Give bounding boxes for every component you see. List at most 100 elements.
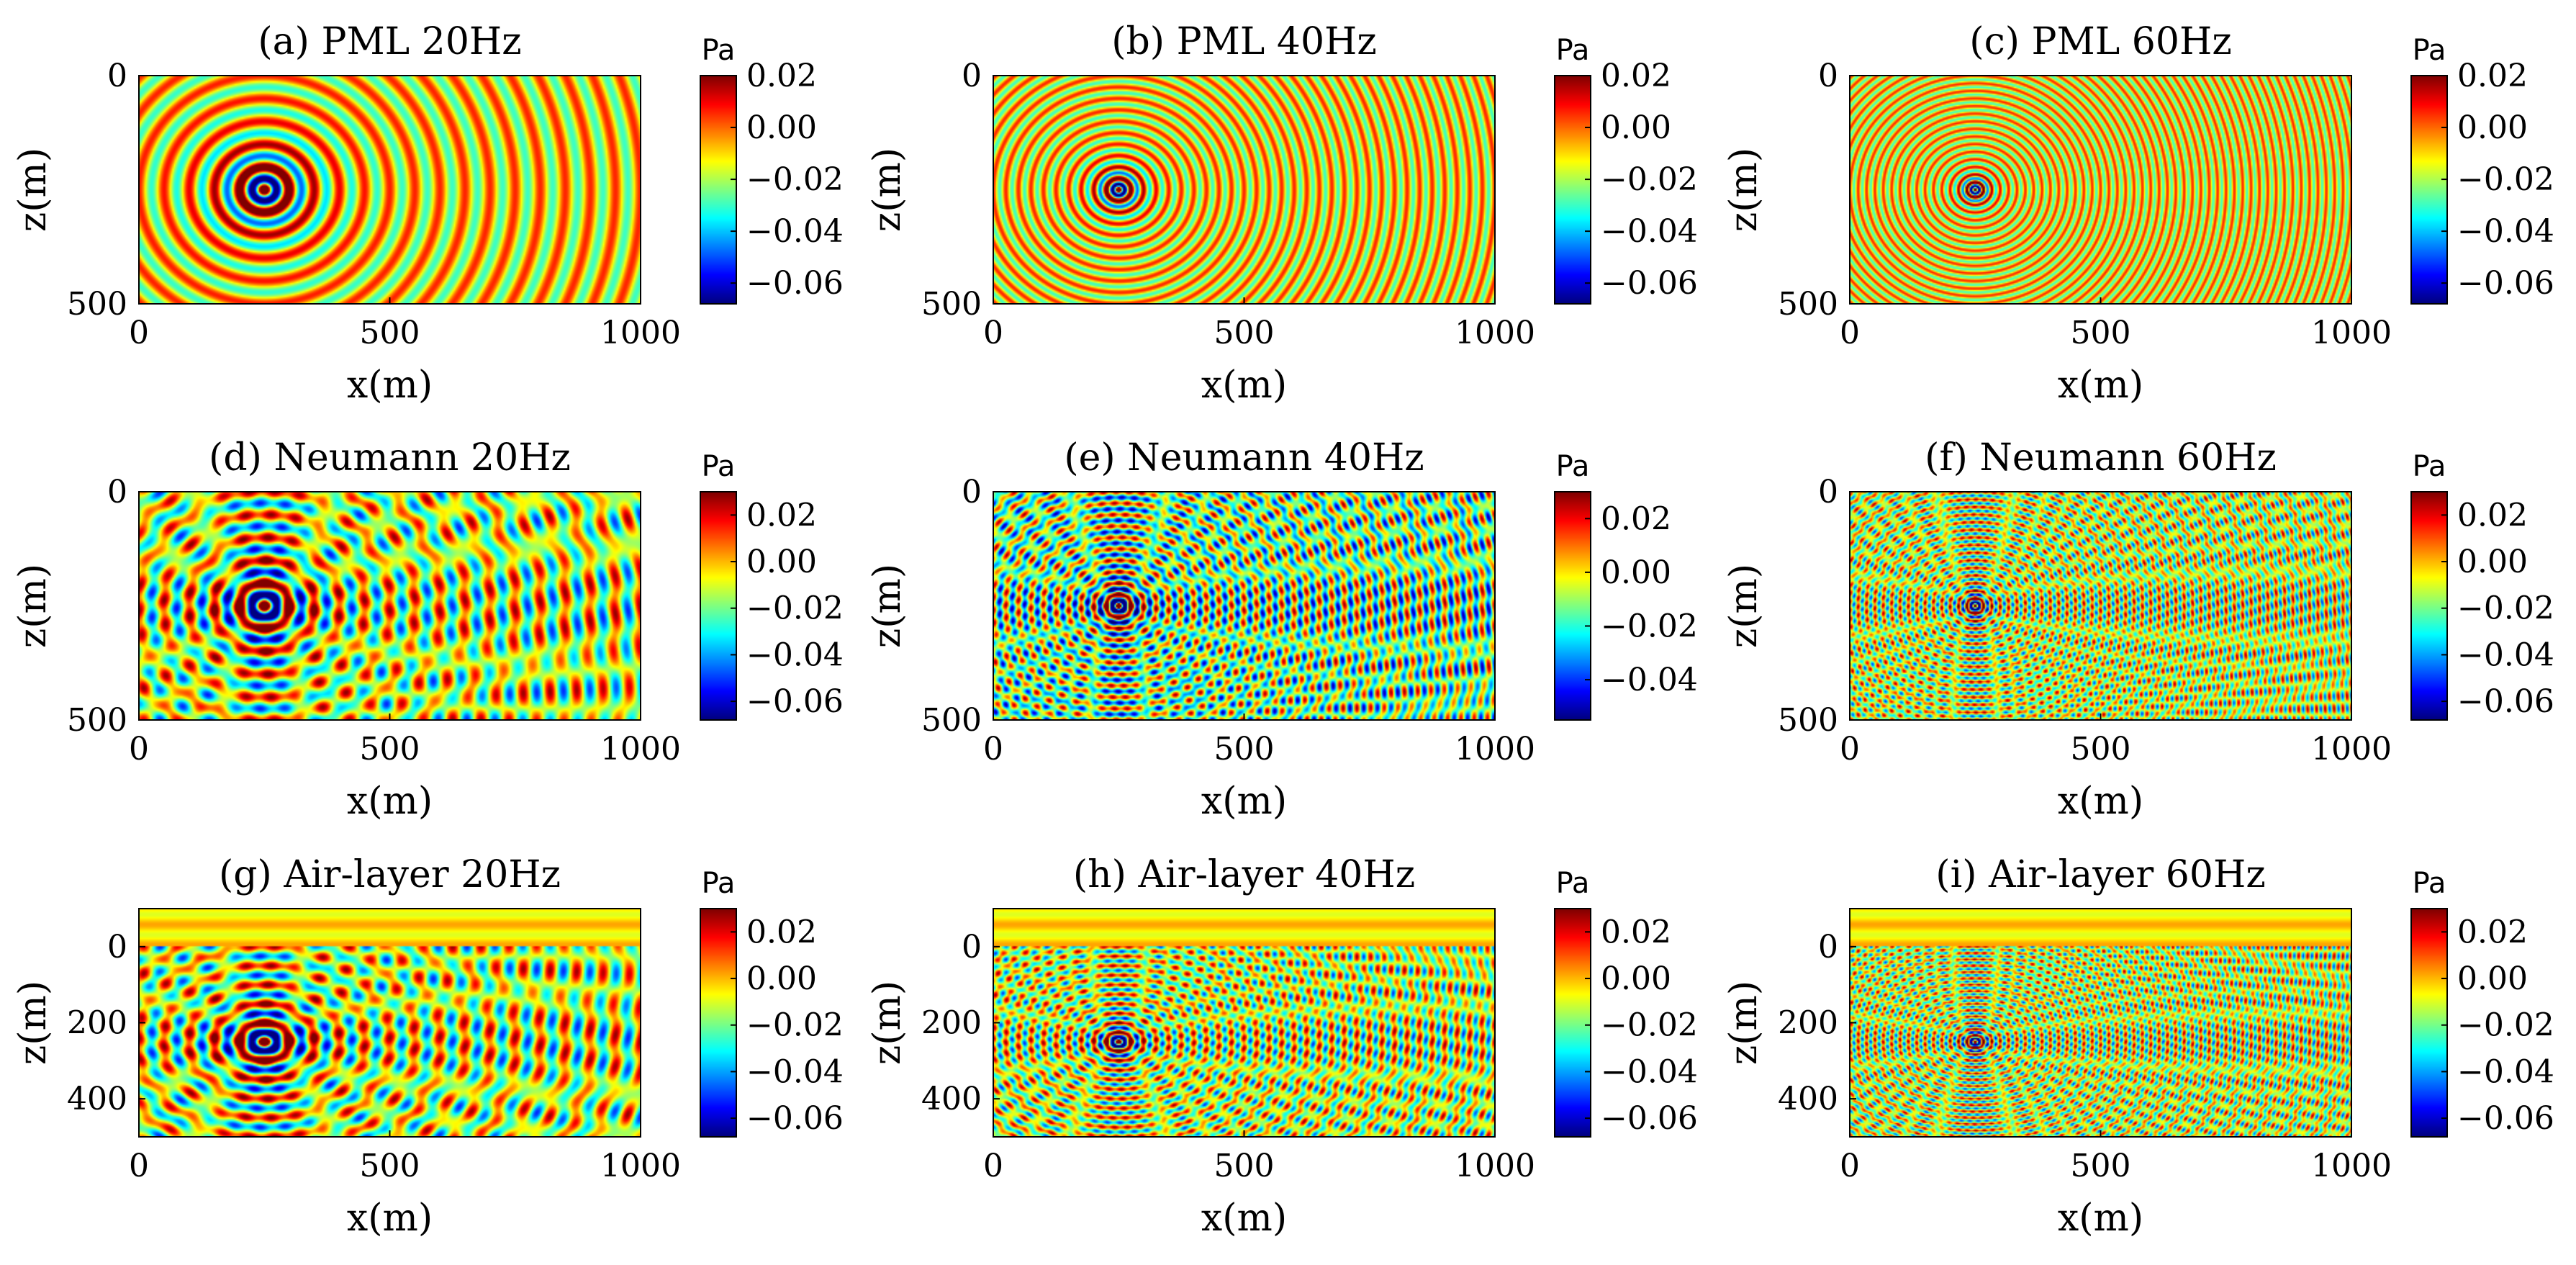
colorbar-tick-label: −0.02 (746, 161, 844, 198)
colorbar-tick-label: −0.04 (2457, 213, 2554, 250)
x-axis-label: x(m) (347, 780, 433, 823)
colorbar-frame (2410, 908, 2448, 1138)
panel-title: (d) Neumann 20Hz (209, 436, 571, 480)
colorbar-tick-label: −0.02 (2457, 161, 2554, 198)
colorbar-frame (1554, 908, 1591, 1138)
y-tick-label: 500 (67, 286, 127, 323)
colorbar-tick-label: 0.00 (1601, 109, 1671, 146)
colorbar (700, 492, 736, 720)
y-tick-label: 0 (1818, 929, 1838, 965)
x-tick-label: 1000 (1455, 731, 1535, 767)
colorbar-unit: Pa (2413, 34, 2446, 67)
x-axis-label: x(m) (2058, 780, 2143, 823)
colorbar-tick-label: −0.06 (2457, 683, 2554, 720)
colorbar-unit: Pa (1556, 450, 1590, 483)
x-tick-label: 1000 (2311, 1148, 2392, 1184)
colorbar-tick-label: −0.02 (2457, 590, 2554, 627)
colorbar-tick-label: 0.02 (746, 914, 817, 950)
colorbar-tick-label: −0.02 (746, 590, 844, 627)
colorbar-tick-label: −0.04 (746, 213, 844, 250)
colorbar-tick-label: 0.00 (746, 109, 817, 146)
y-axis-label: z(m) (866, 564, 909, 648)
colorbar-frame (2410, 75, 2448, 305)
colorbar-tick-label: −0.04 (2457, 636, 2554, 673)
panel-title: (e) Neumann 40Hz (1064, 436, 1424, 480)
panel-title: (b) PML 40Hz (1111, 20, 1377, 63)
colorbar-frame (700, 75, 737, 305)
y-axis-label: z(m) (1722, 148, 1766, 232)
x-tick-label: 0 (129, 315, 149, 351)
x-tick-label: 1000 (1455, 1148, 1535, 1184)
y-tick-label: 500 (1778, 702, 1838, 739)
y-tick-label: 0 (962, 929, 982, 965)
wavefield-image (993, 909, 1495, 1137)
x-tick-label: 0 (1840, 731, 1860, 767)
colorbar-tick-label: 0.02 (746, 58, 817, 94)
colorbar-tick-label: 0.00 (746, 960, 817, 997)
panel-title: (g) Air-layer 20Hz (219, 853, 561, 896)
colorbar-tick-label: −0.02 (746, 1007, 844, 1044)
y-axis-label: z(m) (866, 981, 909, 1065)
y-tick-label: 0 (107, 474, 127, 510)
x-tick-label: 0 (129, 731, 149, 767)
x-tick-label: 500 (1214, 1148, 1275, 1184)
colorbar-tick-label: −0.06 (746, 683, 844, 720)
x-tick-label: 500 (2071, 731, 2131, 767)
colorbar-tick-label: 0.02 (2457, 58, 2528, 94)
colorbar-tick-label: −0.06 (2457, 1100, 2554, 1137)
x-tick-label: 1000 (2311, 731, 2392, 767)
x-tick-label: 1000 (600, 731, 681, 767)
x-tick-label: 500 (1214, 315, 1275, 351)
colorbar-frame (2410, 491, 2448, 721)
y-tick-label: 400 (67, 1081, 127, 1117)
x-tick-label: 500 (360, 315, 420, 351)
colorbar (2411, 492, 2447, 720)
y-tick-label: 500 (1778, 286, 1838, 323)
colorbar-tick-label: 0.00 (2457, 544, 2528, 580)
panel-title: (i) Air-layer 60Hz (1935, 853, 2265, 896)
colorbar-tick-label: 0.02 (1601, 58, 1671, 94)
panel-g: (g) Air-layer 20Hz 0 500 1000 0 200 400 x(m) z(m… (12, 853, 844, 1240)
colorbar-tick-label: −0.04 (1601, 213, 1698, 250)
x-tick-label: 500 (360, 1148, 420, 1184)
colorbar-tick-label: −0.04 (746, 1053, 844, 1090)
colorbar (2411, 76, 2447, 304)
y-tick-label: 200 (1778, 1005, 1838, 1042)
x-tick-label: 1000 (600, 315, 681, 351)
x-tick-label: 1000 (1455, 315, 1535, 351)
x-tick-label: 500 (1214, 731, 1275, 767)
x-tick-label: 1000 (2311, 315, 2392, 351)
x-tick-label: 500 (2071, 1148, 2131, 1184)
x-tick-label: 500 (2071, 315, 2131, 351)
panel-title: (f) Neumann 60Hz (1925, 436, 2277, 480)
x-axis-label: x(m) (1201, 364, 1287, 407)
y-tick-label: 0 (107, 58, 127, 94)
y-axis-label: z(m) (12, 981, 55, 1065)
colorbar-tick-label: 0.00 (746, 544, 817, 580)
colorbar-tick-label: −0.06 (746, 1100, 844, 1137)
y-tick-label: 400 (1778, 1081, 1838, 1117)
colorbar-tick-label: −0.02 (1601, 608, 1698, 644)
wavefield-image (139, 909, 641, 1137)
colorbar-tick-label: 0.02 (2457, 497, 2528, 534)
colorbar-tick-label: −0.06 (1601, 265, 1698, 302)
colorbar (700, 76, 736, 304)
colorbar-tick-label: 0.02 (1601, 500, 1671, 537)
panel-i: (i) Air-layer 60Hz 0 500 1000 0 200 400 x(m) z(m… (1722, 853, 2554, 1240)
colorbar (1555, 909, 1591, 1137)
x-tick-label: 1000 (600, 1148, 681, 1184)
colorbar-tick-label: −0.04 (1601, 662, 1698, 698)
y-axis-label: z(m) (1722, 564, 1766, 648)
colorbar (1555, 492, 1591, 720)
colorbar-unit: Pa (702, 450, 736, 483)
y-tick-label: 0 (962, 58, 982, 94)
panel-title: (h) Air-layer 40Hz (1073, 853, 1415, 896)
wavefield-image (993, 492, 1495, 720)
wavefield-image (139, 492, 641, 720)
